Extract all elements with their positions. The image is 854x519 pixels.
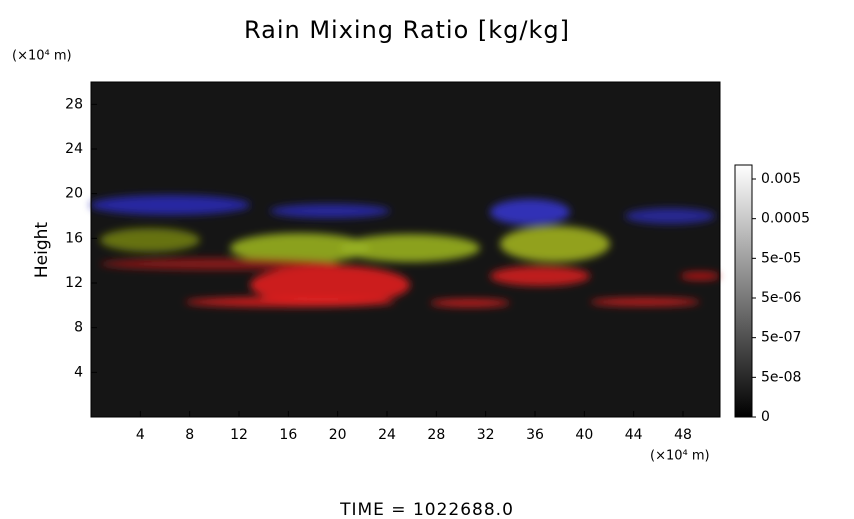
render [90,195,720,307]
x-tick-label: 44 [625,427,643,443]
colorbar-label: 0.0005 [761,211,810,227]
y-tick-label: 8 [74,320,83,336]
y-tick-label: 20 [65,186,83,202]
x-unit: (×10⁴ m) [650,449,710,464]
x-tick-label: 4 [136,427,145,443]
colorbar-label: 0.005 [761,171,801,187]
x-tick-label: 16 [279,427,297,443]
x-tick-label: 28 [427,427,445,443]
x-tick-label: 40 [575,427,593,443]
chart-title: Rain Mixing Ratio [kg/kg] [244,16,570,44]
colorbar-label: 5e-06 [761,290,801,306]
y-tick-label: 16 [65,230,83,246]
y-tick-label: 28 [65,96,83,112]
x-tick-label: 24 [378,427,396,443]
colorbar-label: 5e-05 [761,250,801,266]
colorbar-label: 0 [761,409,770,425]
x-tick-label: 32 [477,427,495,443]
x-tick-label: 8 [185,427,194,443]
x-tick-label: 12 [230,427,248,443]
plot-frame [90,81,721,418]
y-tick-label: 12 [65,275,83,291]
x-tick-label: 20 [329,427,347,443]
y-tick-label: 24 [65,141,83,157]
x-tick-label: 36 [526,427,544,443]
colorbar-label: 5e-08 [761,369,801,385]
time-label: TIME = 1022688.0 [339,500,514,519]
colorbar [734,164,753,418]
x-tick-label: 48 [674,427,692,443]
y-unit: (×10⁴ m) [12,49,72,64]
y-tick-label: 4 [74,364,83,380]
y-axis-label: Height [32,222,52,279]
colorbar-label: 5e-07 [761,330,801,346]
